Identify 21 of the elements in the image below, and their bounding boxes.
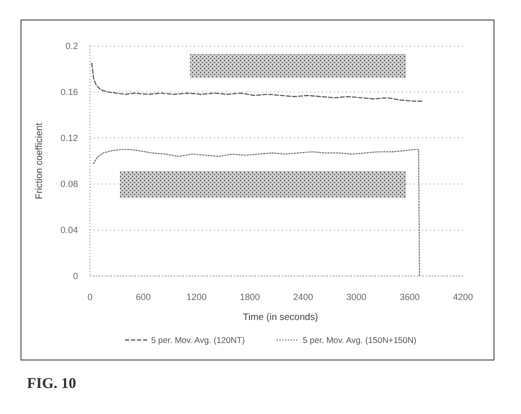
- y-tick-label: 0.04: [60, 225, 78, 236]
- legend-label: 5 per. Mov. Avg. (150N+150N): [302, 334, 417, 345]
- x-tick-label: 0: [87, 292, 93, 302]
- y-axis-title: Friction coefficient: [34, 122, 45, 200]
- x-tick-label: 3600: [400, 292, 420, 302]
- x-tick-label: 4200: [452, 292, 474, 302]
- x-tick-label: 600: [136, 292, 151, 302]
- x-tick-label: 2400: [293, 292, 314, 302]
- line-series: [93, 148, 420, 277]
- caption: FIG. 10: [27, 376, 76, 392]
- legend-label: 5 per. Mov. Avg. (120NT): [151, 334, 245, 345]
- x-tick-label: 1200: [186, 292, 207, 302]
- x-tick-label: 1800: [240, 292, 260, 302]
- y-tick-label: 0.08: [60, 179, 78, 190]
- y-tick-label: 0.16: [60, 87, 78, 98]
- x-tick-label: 3000: [346, 292, 366, 302]
- line-series: [91, 62, 424, 102]
- y-tick-label: 0.2: [65, 41, 78, 52]
- x-axis-title: Time (in seconds): [242, 312, 318, 323]
- y-tick-label: 0.12: [60, 133, 78, 144]
- y-tick-label: 0: [72, 271, 78, 282]
